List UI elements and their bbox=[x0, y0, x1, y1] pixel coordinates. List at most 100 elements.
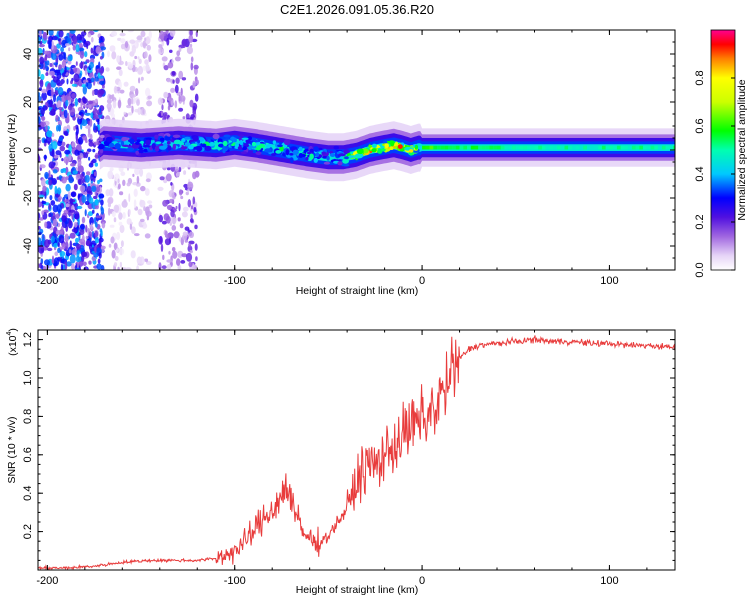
heatmap-core-cell bbox=[661, 145, 666, 150]
spectrogram-x-label: Height of straight line (km) bbox=[296, 285, 419, 297]
heatmap-noise-cell bbox=[131, 226, 136, 234]
heatmap-band-cell bbox=[313, 146, 319, 153]
heatmap-band-cell bbox=[135, 141, 140, 145]
heatmap-band-cell bbox=[277, 144, 283, 148]
heatmap-noise-cell bbox=[51, 140, 58, 150]
heatmap-noise-cell bbox=[51, 133, 55, 137]
heatmap-band-cell bbox=[154, 134, 159, 140]
colorbar-tick-label: 0.8 bbox=[694, 70, 706, 85]
colorbar-label: Normalized spectral amplitude bbox=[736, 79, 748, 220]
heatmap-noise-cell bbox=[61, 94, 67, 103]
heatmap-band-cell bbox=[337, 161, 343, 166]
heatmap-band-cell bbox=[99, 134, 105, 139]
heatmap-noise-cell bbox=[167, 61, 174, 69]
heatmap-noise-cell bbox=[158, 262, 162, 270]
heatmap-noise-cell bbox=[133, 188, 138, 197]
heatmap-noise-cell bbox=[90, 112, 94, 119]
heatmap-noise-cell bbox=[182, 116, 186, 120]
heatmap-noise-cell bbox=[38, 92, 41, 97]
heatmap-noise-cell bbox=[117, 178, 120, 184]
heatmap-core-cell bbox=[515, 145, 520, 150]
heatmap-core-cell bbox=[594, 145, 599, 150]
heatmap-band-cell bbox=[251, 141, 257, 147]
heatmap-noise-cell bbox=[55, 114, 59, 122]
heatmap-noise-cell bbox=[39, 79, 44, 88]
heatmap-noise-cell bbox=[116, 55, 121, 63]
heatmap-noise-cell bbox=[78, 115, 82, 120]
heatmap-noise-cell bbox=[113, 217, 117, 223]
colorbar-tick-label: 0.0 bbox=[694, 262, 706, 277]
heatmap-noise-cell bbox=[135, 182, 141, 187]
heatmap-band-cell bbox=[264, 148, 272, 153]
heatmap-noise-cell bbox=[78, 47, 85, 52]
heatmap-noise-cell bbox=[88, 231, 93, 238]
heatmap-noise-cell bbox=[128, 64, 134, 69]
heatmap-noise-cell bbox=[109, 94, 113, 100]
colorbar-tick-label: 0.4 bbox=[694, 166, 706, 181]
heatmap-noise-cell bbox=[122, 179, 126, 186]
snr-x-tick-label: -100 bbox=[224, 575, 246, 587]
heatmap-noise-cell bbox=[77, 136, 84, 145]
heatmap-band-cell bbox=[120, 140, 125, 147]
heatmap-noise-cell bbox=[109, 167, 114, 172]
heatmap-noise-cell bbox=[123, 111, 126, 115]
heatmap-noise-cell bbox=[61, 39, 68, 48]
colorbar-tick-label: 0.6 bbox=[694, 118, 706, 133]
colorbar-gradient bbox=[710, 29, 736, 271]
snr-panel: -200 -100 0 100 0.2 0.4 0.6 0.8 1.0 1.2 Height o… bbox=[6, 328, 676, 596]
heatmap-band-cell bbox=[184, 142, 191, 147]
heatmap-noise-cell bbox=[50, 88, 54, 97]
heatmap-noise-cell bbox=[169, 49, 173, 53]
heatmap-band-cell bbox=[323, 161, 331, 165]
heatmap-noise-cell bbox=[81, 194, 87, 204]
heatmap-noise-cell bbox=[114, 256, 119, 261]
heatmap-noise-cell bbox=[110, 31, 118, 37]
heatmap-noise-cell bbox=[170, 209, 175, 218]
heatmap-noise-cell bbox=[73, 73, 80, 83]
heatmap-noise-cell bbox=[179, 95, 186, 102]
heatmap-noise-cell bbox=[48, 179, 53, 186]
heatmap-band-cell bbox=[180, 146, 188, 150]
heatmap-band-cell bbox=[279, 146, 284, 152]
heatmap-core-cell bbox=[437, 145, 441, 150]
heatmap-noise-cell bbox=[79, 228, 85, 236]
heatmap-noise-cell bbox=[54, 185, 58, 195]
heatmap-band-cell bbox=[154, 145, 160, 152]
heatmap-noise-cell bbox=[67, 105, 73, 111]
heatmap-core-cell bbox=[523, 145, 527, 150]
heatmap-noise-cell bbox=[183, 206, 189, 212]
heatmap-core-cell bbox=[564, 145, 569, 150]
heatmap-noise-cell bbox=[39, 56, 45, 64]
heatmap-noise-cell bbox=[178, 107, 184, 112]
heatmap-noise-cell bbox=[172, 216, 176, 225]
heatmap-noise-cell bbox=[148, 54, 152, 63]
colorbar-ticks: 0.0 0.2 0.4 0.6 0.8 bbox=[694, 70, 735, 278]
heatmap-core-cell bbox=[590, 145, 595, 150]
heatmap-noise-cell bbox=[98, 193, 105, 199]
heatmap-band-cell bbox=[121, 144, 130, 147]
heatmap-noise-cell bbox=[183, 183, 189, 188]
heatmap-noise-cell bbox=[96, 263, 102, 270]
heatmap-noise-cell bbox=[119, 32, 126, 37]
heatmap-noise-cell bbox=[184, 226, 190, 231]
heatmap-noise-cell bbox=[181, 38, 188, 47]
heatmap-noise-cell bbox=[62, 51, 66, 60]
heatmap-noise-cell bbox=[160, 110, 164, 117]
heatmap-noise-cell bbox=[94, 221, 98, 228]
heatmap-core-cell bbox=[497, 145, 501, 150]
heatmap-noise-cell bbox=[113, 242, 118, 251]
heatmap-noise-cell bbox=[48, 40, 52, 49]
heatmap-noise-cell bbox=[64, 209, 69, 214]
heatmap-band-cell bbox=[343, 149, 350, 155]
heatmap-noise-cell bbox=[188, 34, 194, 43]
heatmap-noise-cell bbox=[194, 79, 199, 86]
heatmap-noise-cell bbox=[159, 176, 165, 181]
heatmap-band-cell bbox=[298, 153, 304, 158]
heatmap-noise-cell bbox=[39, 62, 44, 70]
heatmap-core-cell bbox=[489, 145, 494, 150]
heatmap-noise-cell bbox=[99, 80, 105, 85]
heatmap-noise-cell bbox=[166, 259, 173, 263]
heatmap-core-cell bbox=[545, 145, 550, 150]
heatmap-noise-cell bbox=[40, 73, 45, 81]
heatmap-noise-cell bbox=[145, 87, 151, 97]
